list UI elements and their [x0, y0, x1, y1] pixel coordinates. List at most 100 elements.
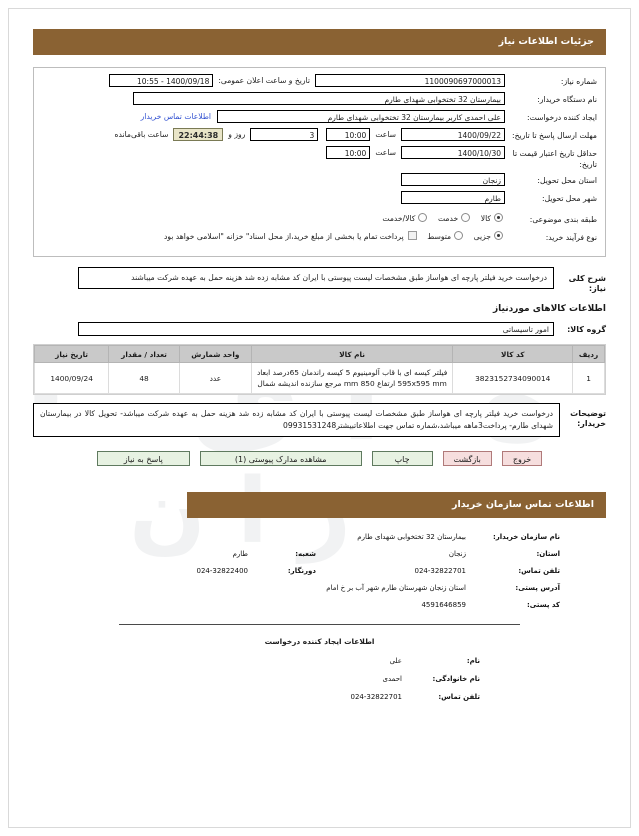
col-unit: واحد شمارش — [178, 345, 252, 363]
classification-radio-goods[interactable] — [494, 213, 503, 222]
goods-group-label: گروه کالا: — [567, 324, 606, 334]
contact-header-bar: اطلاعات تماس سازمان خریدار — [187, 492, 606, 518]
cell-quantity: 48 — [108, 362, 180, 394]
need-info-panel: شماره نیاز: 1100090697000013 تاریخ و ساع… — [33, 67, 606, 257]
view-attachments-button[interactable]: مشاهده مدارک پیوستی (1) — [199, 451, 362, 466]
contact-phone-value: 024-32822701 — [414, 567, 466, 575]
process-radio-medium[interactable] — [454, 231, 464, 240]
contact-address-line: آدرس پستی: استان زنجان شهرستان طارم شهر … — [179, 583, 560, 593]
goods-table: ردیف کد کالا نام کالا واحد شمارش تعداد /… — [33, 345, 605, 394]
countdown-timer: 22:44:38 — [173, 128, 224, 141]
creator-info-block: نام: علی نام خانوادگی: احمدی تلفن تماس: … — [249, 656, 480, 702]
contact-fax-value: 024-32822400 — [196, 567, 248, 575]
contact-province-line: استان: زنجان شعبه: طارم — [179, 549, 560, 559]
creator-section-title: اطلاعات ایجاد کننده درخواست — [264, 637, 375, 646]
deadline-time-label: ساعت — [375, 130, 396, 139]
creator-last-name-label: نام خانوادگی: — [432, 675, 480, 683]
city-field[interactable]: طارم — [401, 191, 505, 204]
creator-phone-value: 024-32822701 — [350, 693, 402, 701]
section-divider — [119, 624, 520, 625]
action-buttons: خروج بازگشت چاپ مشاهده مدارک پیوستی (1) … — [9, 451, 630, 466]
days-word-label: روز و — [228, 130, 246, 139]
row-creator: ایجاد کننده درخواست: علی احمدی کاربر بیم… — [42, 110, 597, 125]
days-remaining-field[interactable]: 3 — [250, 128, 319, 141]
notes-text: درخواست خرید فیلتر پارچه ای هواساز طبق م… — [33, 403, 560, 437]
contact-address-value: استان زنجان شهرستان طارم شهر آب بر خ اما… — [326, 584, 466, 592]
contact-branch-value: طارم — [232, 550, 248, 558]
print-button[interactable]: چاپ — [371, 451, 433, 466]
contact-phone-line: تلفن تماس: 024-32822701 دورنگار: 024-328… — [179, 566, 560, 576]
contact-org-line: نام سازمان خریدار: بیمارستان 32 تختخوابی… — [179, 532, 560, 542]
classification-option-service: خدمت — [437, 213, 459, 223]
contact-branch-label: شعبه: — [295, 550, 316, 558]
row-classification: طبقه بندی موضوعی: کالا خدمت کالا/خدمت — [42, 212, 597, 227]
goods-table-wrapper: ردیف کد کالا نام کالا واحد شمارش تعداد /… — [33, 344, 606, 395]
contact-province-label: استان: — [536, 550, 560, 558]
validity-date-field[interactable]: 1400/10/30 — [401, 146, 505, 159]
goods-section-title: اطلاعات کالاهای موردنیاز — [492, 304, 606, 314]
validity-label: حداقل تاریخ اعتبار قیمت تا تاریخ: — [512, 149, 597, 169]
col-index: ردیف — [572, 345, 605, 363]
deadline-time-field[interactable]: 10:00 — [326, 128, 371, 141]
page-content: جزئیات اطلاعات نیاز شماره نیاز: 11000906… — [9, 29, 630, 702]
classification-label: طبقه بندی موضوعی: — [529, 215, 597, 224]
need-number-label: شماره نیاز: — [560, 77, 597, 86]
summary-row: شرح کلی نیاز: درخواست خرید فیلتر پارچه ا… — [33, 267, 606, 294]
goods-group-field[interactable]: امور تاسیساتی — [78, 322, 554, 336]
col-quantity: تعداد / مقدار — [108, 345, 180, 363]
announce-date-field[interactable]: 1400/09/18 - 10:55 — [109, 74, 214, 87]
validity-time-field[interactable]: 10:00 — [326, 146, 371, 159]
details-header-bar: جزئیات اطلاعات نیاز — [33, 29, 606, 55]
payment-checkbox-label: پرداخت تمام یا بخشی از مبلغ خرید،از محل … — [163, 231, 404, 241]
back-button[interactable]: بازگشت — [442, 451, 492, 466]
classification-option-goods: کالا — [480, 213, 491, 223]
goods-group-row: گروه کالا: امور تاسیساتی — [33, 322, 606, 336]
buyer-org-label: نام دستگاه خریدار: — [537, 95, 597, 104]
creator-phone-line: تلفن تماس: 024-32822701 — [249, 692, 480, 702]
creator-first-name-value: علی — [389, 657, 402, 665]
city-label: شهر محل تحویل: — [542, 194, 597, 203]
process-radio-minor[interactable] — [494, 231, 503, 240]
row-buyer-org: نام دستگاه خریدار: بیمارستان 32 تختخوابی… — [42, 92, 597, 107]
buyer-org-field[interactable]: بیمارستان 32 تختخوابی شهدای طارم — [133, 92, 505, 105]
respond-to-need-button[interactable]: پاسخ به نیاز — [96, 451, 190, 466]
contact-header-title: اطلاعات تماس سازمان خریدار — [451, 499, 594, 510]
contact-address-label: آدرس پستی: — [515, 584, 560, 592]
classification-radio-goods-service[interactable] — [418, 213, 428, 222]
need-number-field[interactable]: 1100090697000013 — [315, 74, 505, 87]
cell-index: 1 — [572, 362, 605, 394]
contact-postal-label: کد پستی: — [526, 601, 560, 609]
creator-field[interactable]: علی احمدی کاربر بیمارستان 32 تختخوابی شه… — [217, 110, 505, 123]
classification-option-goods-service: کالا/خدمت — [382, 213, 416, 223]
announce-label: تاریخ و ساعت اعلان عمومی: — [218, 76, 310, 85]
creator-first-name-line: نام: علی — [249, 656, 480, 666]
notes-row: توضیحات خریدار: درخواست خرید فیلتر پارچه… — [33, 403, 606, 437]
col-code: کد کالا — [452, 345, 574, 363]
contact-fax-label: دورنگار: — [287, 567, 316, 575]
payment-checkbox[interactable] — [407, 231, 417, 240]
notes-label: توضیحات خریدار: — [570, 409, 606, 428]
process-option-minor: جزیی — [473, 231, 491, 241]
col-name: نام کالا — [250, 345, 454, 363]
row-province: استان محل تحویل: زنجان — [42, 173, 597, 188]
row-deadline: مهلت ارسال پاسخ تا تاریخ: 1400/09/22 ساع… — [42, 128, 597, 143]
creator-last-name-value: احمدی — [382, 675, 402, 683]
col-need-date: تاریخ نیاز — [33, 345, 110, 363]
validity-time-label: ساعت — [375, 148, 396, 157]
row-need-number: شماره نیاز: 1100090697000013 تاریخ و ساع… — [42, 74, 597, 89]
province-label: استان محل تحویل: — [537, 176, 597, 185]
province-field[interactable]: زنجان — [401, 173, 505, 186]
creator-phone-label: تلفن تماس: — [438, 693, 480, 701]
deadline-date-field[interactable]: 1400/09/22 — [401, 128, 505, 141]
buyer-contact-link[interactable]: اطلاعات تماس خریدار — [140, 112, 211, 121]
exit-button[interactable]: خروج — [501, 451, 543, 466]
cell-need-date: 1400/09/24 — [33, 362, 110, 394]
process-option-medium: متوسط — [427, 231, 452, 241]
creator-label: ایجاد کننده درخواست: — [527, 113, 597, 122]
contact-info-block: نام سازمان خریدار: بیمارستان 32 تختخوابی… — [179, 532, 560, 610]
table-row: 1 3823152734090014 فیلتر کیسه ای با قاب … — [33, 362, 605, 394]
classification-radio-service[interactable] — [461, 213, 471, 222]
contact-postal-value: 4591646859 — [421, 601, 466, 609]
cell-name: فیلتر کیسه ای با قاب آلومینیوم 5 کیسه را… — [250, 362, 454, 394]
summary-text: درخواست خرید فیلتر پارچه ای هواساز طبق م… — [78, 267, 554, 289]
